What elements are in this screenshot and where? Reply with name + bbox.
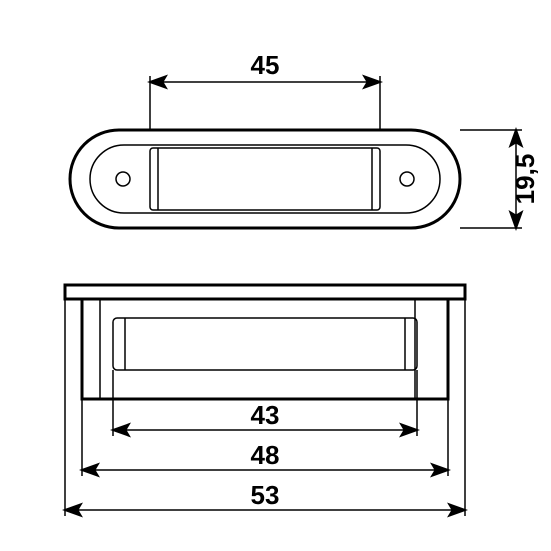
dim-19-5: 19,5	[460, 130, 540, 228]
dim-43-label: 43	[251, 400, 280, 430]
body-outline	[82, 299, 448, 399]
top-rect	[150, 148, 380, 210]
top-inner	[90, 145, 440, 213]
dim-43: 43	[113, 370, 417, 436]
flange	[65, 285, 465, 299]
bar	[113, 318, 417, 370]
dim-45-label: 45	[251, 50, 280, 80]
dim-48-label: 48	[251, 440, 280, 470]
dim-19-5-label: 19,5	[510, 154, 540, 205]
dim-45: 45	[150, 50, 380, 130]
hole-left	[116, 172, 130, 186]
top-view	[70, 130, 460, 228]
technical-drawing: 45 19,5 43 48 53	[0, 0, 551, 551]
hole-right	[400, 172, 414, 186]
dim-53-label: 53	[251, 480, 280, 510]
side-view	[65, 285, 465, 399]
dimensions: 45 19,5 43 48 53	[65, 50, 540, 516]
